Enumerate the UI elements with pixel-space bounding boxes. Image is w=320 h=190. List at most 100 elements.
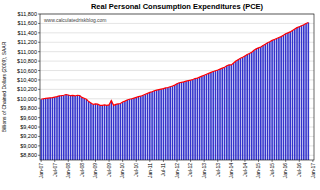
bar	[83, 98, 85, 160]
y-tick-label: $9,600	[20, 115, 37, 121]
bar	[244, 56, 246, 160]
bar	[149, 92, 151, 160]
y-tick-label: $10,600	[17, 68, 37, 74]
bar	[285, 34, 287, 160]
bar	[131, 99, 133, 160]
bar	[77, 95, 79, 160]
bar	[70, 96, 72, 160]
bar	[212, 71, 214, 160]
x-tick	[54, 160, 55, 162]
bar	[249, 54, 251, 160]
bar	[174, 85, 176, 160]
y-tick-label: $8,800	[20, 152, 37, 158]
bar	[129, 99, 131, 160]
y-tick-label: $11,200	[18, 39, 37, 45]
x-tick-label: Jan-09	[92, 163, 98, 179]
x-tick-label: Jul-15	[269, 163, 275, 177]
bar	[111, 101, 113, 160]
bar	[208, 73, 210, 160]
bar	[156, 90, 158, 160]
x-tick-label: Jan-07	[38, 163, 44, 179]
bar	[92, 104, 94, 160]
y-tick-label: $9,000	[20, 143, 37, 149]
bar	[265, 44, 267, 160]
bar	[283, 35, 285, 160]
bar	[262, 46, 264, 160]
y-axis-label: Billions of Chained Dollars (2009), SAAR	[1, 41, 7, 132]
bar	[298, 27, 300, 160]
line	[41, 22, 308, 105]
x-tick-label: Jul-10	[133, 163, 139, 177]
bar	[228, 65, 230, 160]
bar	[251, 52, 253, 160]
bar	[167, 87, 169, 160]
bar	[169, 87, 171, 160]
bar	[145, 94, 147, 160]
bar	[172, 86, 174, 160]
x-tick	[109, 160, 110, 162]
grid-line	[40, 32, 314, 33]
bar	[56, 97, 58, 160]
x-tick-label: Jan-17	[310, 163, 316, 179]
bar	[185, 81, 187, 160]
y-tick-label: $10,000	[17, 96, 37, 102]
bar	[188, 81, 190, 160]
bar	[140, 96, 142, 160]
bar	[158, 90, 160, 160]
y-tick-label: $9,400	[20, 124, 37, 130]
bar	[280, 37, 282, 160]
x-tick-label: Jan-14	[228, 163, 234, 179]
bar	[183, 82, 185, 160]
bar	[278, 38, 280, 160]
bar	[88, 102, 90, 160]
bar	[289, 32, 291, 160]
bar	[122, 102, 124, 160]
bar	[181, 82, 183, 160]
plot-frame	[40, 14, 314, 160]
x-tick	[299, 160, 300, 162]
bar	[120, 103, 122, 160]
bar	[40, 99, 42, 160]
x-tick	[258, 160, 259, 162]
bar	[203, 75, 205, 160]
bar	[135, 97, 137, 160]
bar	[178, 83, 180, 160]
bar	[224, 67, 226, 160]
bar	[226, 66, 228, 160]
bar	[301, 26, 303, 160]
bar	[255, 49, 257, 160]
x-tick	[204, 160, 205, 162]
x-tick	[190, 160, 191, 162]
x-tick-label: Jul-09	[106, 163, 112, 177]
bar	[237, 60, 239, 160]
x-tick-label: Jan-13	[201, 163, 207, 179]
bar	[194, 79, 196, 160]
bar	[124, 101, 126, 160]
bar	[117, 104, 119, 160]
annotation: www.calculatedriskblog.com	[44, 17, 107, 23]
bar	[108, 105, 110, 160]
bar	[52, 98, 54, 160]
bar	[287, 33, 289, 160]
bar	[90, 103, 92, 160]
x-tick	[122, 160, 123, 162]
bar	[267, 43, 269, 160]
bar	[47, 98, 49, 160]
bar	[235, 61, 237, 160]
bar	[65, 95, 67, 160]
bar	[292, 30, 294, 160]
bar	[163, 89, 165, 160]
bar	[294, 29, 296, 160]
bar	[154, 91, 156, 160]
bar	[79, 95, 81, 160]
bar	[253, 50, 255, 160]
bar	[305, 23, 307, 160]
x-tick	[231, 160, 232, 162]
y-tick-label: $10,400	[17, 77, 37, 83]
title: Real Personal Consumption Expenditures (…	[91, 2, 264, 11]
bar	[43, 99, 45, 160]
bar	[217, 70, 219, 160]
x-tick	[41, 160, 42, 162]
x-tick-label: Jul-07	[52, 163, 58, 177]
x-tick-label: Jan-16	[282, 163, 288, 179]
